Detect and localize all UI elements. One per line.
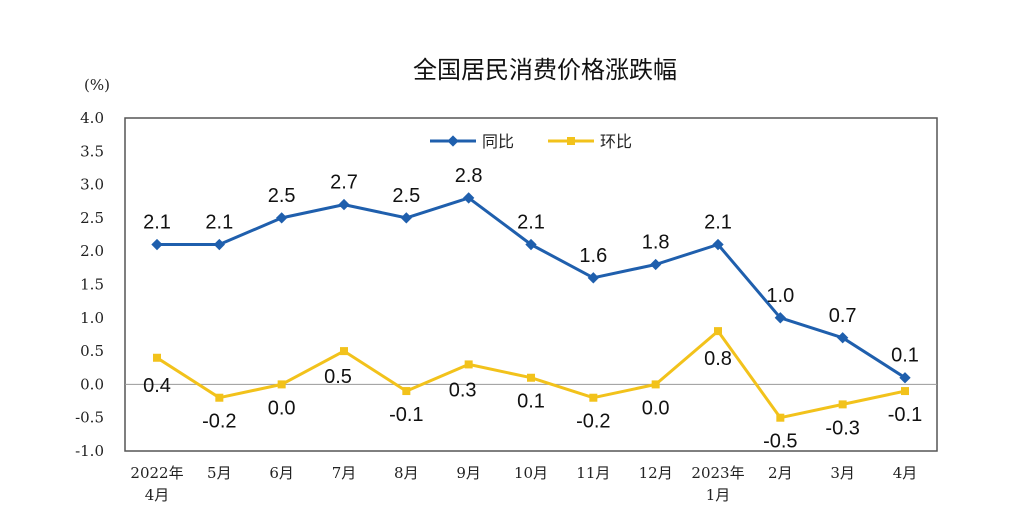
- series-2-point: [215, 393, 224, 402]
- series-1-point: [151, 238, 163, 251]
- legend-label: 环比: [600, 132, 632, 151]
- y-axis-ticks: 4.0 3.5 3.0 2.5 2.0 1.5 1.0 0.5 0.0 -0.5 -1.0: [75, 109, 104, 460]
- x-tick-label: 2022年: [130, 464, 183, 482]
- x-tick-label: 12月: [639, 464, 673, 482]
- data-label: 2.1: [704, 212, 732, 234]
- y-tick-label: 4.0: [80, 109, 104, 127]
- data-label: 2.7: [330, 172, 358, 194]
- x-tick-label: 7月: [332, 464, 357, 482]
- x-tick-label: 4月: [145, 486, 170, 504]
- plot-frame: [124, 117, 938, 452]
- series-2-point: [838, 400, 847, 409]
- y-tick-label: 2.0: [80, 242, 104, 260]
- legend-marker: [567, 137, 575, 145]
- data-label: 0.5: [324, 366, 352, 388]
- data-label: 2.5: [392, 185, 420, 207]
- data-label: 2.1: [517, 212, 545, 234]
- data-label: 2.1: [205, 212, 233, 234]
- x-tick-label: 4月: [893, 464, 918, 482]
- data-label: -0.5: [763, 431, 797, 453]
- data-label: 0.1: [891, 345, 919, 367]
- x-tick-label: 9月: [456, 464, 481, 482]
- x-tick-label: 6月: [269, 464, 294, 482]
- data-label: -0.1: [389, 404, 423, 426]
- x-tick-label: 10月: [514, 464, 548, 482]
- x-tick-label: 2月: [768, 464, 793, 482]
- data-label: 2.5: [268, 185, 296, 207]
- y-tick-label: 0.5: [80, 342, 104, 360]
- data-label: 0.1: [517, 391, 545, 413]
- series-2-point: [714, 327, 722, 336]
- data-label: -0.3: [825, 417, 859, 439]
- x-tick-label: 8月: [394, 464, 419, 482]
- y-tick-label: 1.0: [80, 309, 104, 327]
- y-axis-unit: (%): [84, 76, 110, 94]
- data-label: 0.0: [642, 397, 670, 419]
- series-1-point: [650, 258, 662, 271]
- x-tick-label: 2023年: [691, 464, 744, 482]
- x-tick-label: 1月: [706, 486, 731, 504]
- series-2-point: [776, 413, 785, 422]
- data-label: 0.7: [829, 305, 857, 327]
- y-tick-label: 3.0: [80, 176, 104, 194]
- series-1-point: [712, 238, 724, 251]
- series-1-point: [525, 238, 537, 251]
- data-label: 0.3: [449, 379, 477, 401]
- x-tick-label: 11月: [576, 464, 610, 482]
- data-label: -0.1: [888, 404, 922, 426]
- series-2-point: [153, 353, 161, 362]
- series-1-point: [774, 312, 786, 324]
- series-2-point: [527, 373, 535, 382]
- series-2-point: [277, 380, 286, 389]
- series-1-point: [837, 332, 849, 344]
- series-1-point: [899, 372, 911, 384]
- series-2-point: [402, 387, 411, 396]
- legend-label: 同比: [482, 132, 514, 151]
- series-2-point: [589, 393, 598, 402]
- y-tick-label: 0.0: [80, 375, 104, 393]
- chart-title: 全国居民消费价格涨跌幅: [413, 56, 677, 84]
- series-1-point: [587, 272, 599, 284]
- series-1-point: [463, 192, 475, 204]
- data-label: 2.1: [143, 212, 171, 234]
- x-tick-label: 5月: [207, 464, 232, 482]
- series-1-point: [338, 198, 350, 211]
- data-label: 0.8: [704, 348, 732, 370]
- data-label: 2.8: [455, 165, 483, 187]
- data-label: -0.2: [576, 411, 610, 433]
- x-axis-ticks: 2022年 4月 5月 6月 7月 8月 9月 10月 11月 12月 2023年 1月 2月 3月 4月: [130, 464, 917, 504]
- y-tick-label: -1.0: [75, 442, 104, 460]
- series-layer: 2.1 2.1 2.5 2.7 2.5 2.8 2.1 1.6 1.8 2.1 1.0 0.7 0.1 0…: [143, 165, 922, 453]
- y-tick-label: 1.5: [80, 276, 104, 294]
- y-tick-label: 3.5: [80, 142, 104, 160]
- series-1-point: [213, 238, 225, 251]
- series-2-point: [340, 347, 348, 356]
- data-label: 1.6: [579, 245, 607, 267]
- legend: 同比 环比: [430, 132, 632, 151]
- x-tick-label: 3月: [830, 464, 855, 482]
- y-tick-label: -0.5: [75, 409, 104, 427]
- data-label: 0.4: [143, 375, 171, 397]
- series-2-point: [901, 387, 909, 396]
- data-label: 1.8: [642, 232, 670, 254]
- series-1-point: [276, 212, 288, 224]
- data-label: 0.0: [268, 397, 296, 419]
- series-2-point: [651, 380, 660, 389]
- y-tick-label: 2.5: [80, 209, 104, 227]
- legend-marker: [447, 135, 459, 147]
- data-label: -0.2: [202, 411, 236, 433]
- series-2-point: [464, 360, 473, 369]
- data-label: 1.0: [766, 285, 794, 307]
- series-1-point: [400, 212, 412, 224]
